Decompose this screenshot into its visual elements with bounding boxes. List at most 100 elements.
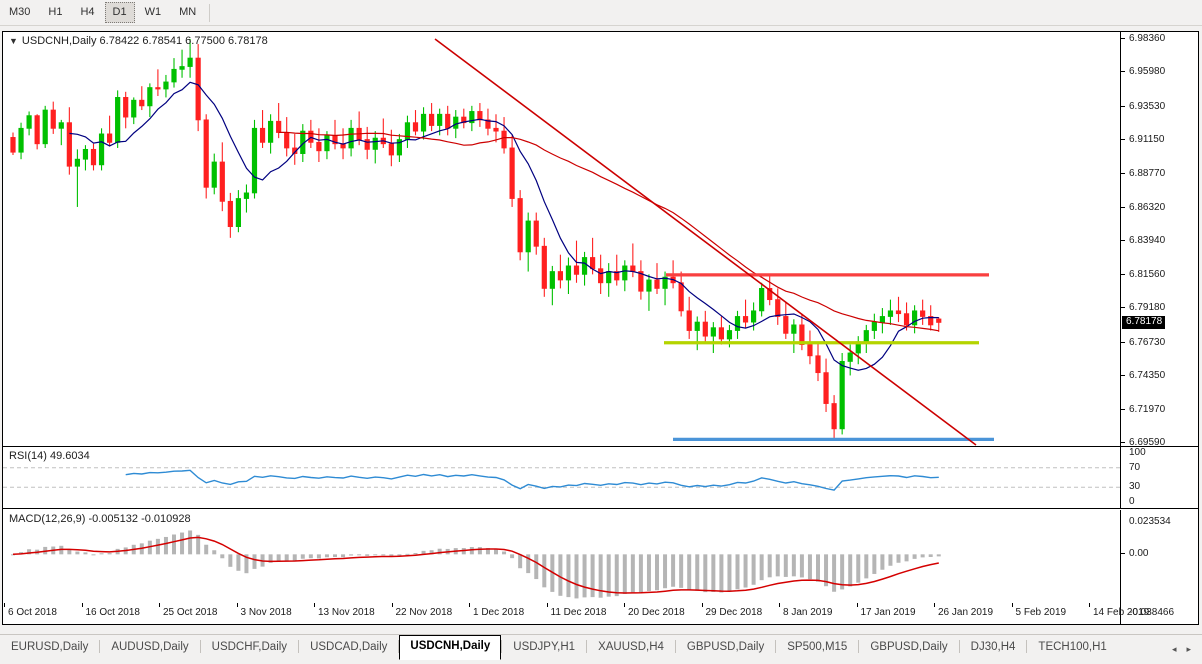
price-tick: 6.93530 — [1121, 101, 1165, 112]
macd-histogram-bar — [421, 550, 426, 555]
macd-plot[interactable] — [3, 510, 1120, 624]
candle — [775, 288, 781, 325]
candle — [284, 117, 290, 157]
chart-tab-audusd-daily[interactable]: AUDUSD,Daily — [111, 641, 189, 653]
rsi-pane-label: RSI(14) 49.6034 — [9, 450, 90, 462]
timeframe-toolbar: M30 H1 H4 D1 W1 MN — [0, 0, 1202, 26]
tab-prev-icon[interactable]: ◂ — [1171, 644, 1177, 654]
chart-frame[interactable]: ▼ USDCNH,Daily 6.78422 6.78541 6.77500 6.… — [2, 31, 1199, 625]
candle — [791, 319, 797, 353]
candle — [139, 86, 145, 111]
price-scale[interactable]: 6.98360 6.95980 6.93530 6.91150 6.88770 6.863… — [1120, 32, 1198, 446]
macd-histogram-bar — [67, 549, 72, 555]
tab-next-icon[interactable]: ▸ — [1186, 644, 1191, 654]
candle — [147, 83, 153, 118]
tab-separator — [775, 640, 777, 653]
chart-tab-eurusd-daily[interactable]: EURUSD,Daily — [11, 641, 89, 653]
macd-histogram-bar — [735, 554, 740, 590]
candle — [895, 296, 902, 323]
candle — [549, 265, 555, 306]
macd-histogram-bar — [510, 554, 515, 559]
macd-histogram-bar — [558, 554, 563, 596]
chart-tab-gbpusd-daily[interactable]: GBPUSD,Daily — [686, 641, 765, 653]
candle — [131, 97, 137, 125]
timeframe-button-w1[interactable]: W1 — [144, 6, 162, 18]
candle — [614, 254, 620, 286]
macd-tick: 0.023534 — [1129, 516, 1171, 527]
candle — [920, 299, 926, 325]
chart-tab-xauusd-h4[interactable]: XAUUSD,H4 — [598, 641, 664, 653]
moving-average-line — [278, 131, 939, 332]
chart-tab-gbpusd-daily[interactable]: GBPUSD,Daily — [870, 641, 948, 653]
candle — [912, 305, 918, 334]
candle — [259, 110, 266, 148]
macd-histogram-bar — [437, 548, 442, 555]
candle — [203, 114, 209, 199]
candle — [903, 302, 910, 331]
macd-histogram-bar — [695, 554, 700, 591]
macd-histogram-bar — [357, 554, 362, 556]
rsi-tick: 30 — [1129, 481, 1141, 493]
chart-tab-usdchf-daily[interactable]: USDCHF,Daily — [211, 641, 288, 653]
timeframe-button-mn[interactable]: MN — [179, 6, 197, 18]
chart-tab-usdcad-daily[interactable]: USDCAD,Daily — [310, 641, 388, 653]
macd-histogram-bar — [180, 532, 185, 555]
tab-scroll-buttons[interactable]: ◂ ▸ — [1167, 644, 1202, 655]
candle — [292, 133, 298, 165]
macd-histogram-bar — [711, 554, 716, 592]
candle — [485, 108, 491, 136]
candle — [372, 131, 378, 164]
candle — [107, 115, 113, 147]
macd-histogram-bar — [155, 538, 160, 555]
collapse-chevron-icon[interactable]: ▼ — [9, 36, 18, 46]
candle — [557, 254, 564, 289]
candle — [50, 101, 56, 134]
macd-histogram-bar — [880, 554, 885, 570]
macd-histogram-bar — [268, 554, 273, 563]
rsi-pane[interactable]: RSI(14) 49.6034 100 70 30 0 — [3, 447, 1198, 509]
macd-histogram-bar — [485, 548, 490, 555]
candle — [348, 119, 354, 157]
tab-separator — [958, 640, 960, 653]
date-tick: 26 Jan 2019 — [933, 603, 994, 618]
downtrend-line[interactable] — [434, 38, 977, 446]
chart-tabbar[interactable]: EURUSD,Daily AUDUSD,Daily USDCHF,Daily USDC… — [0, 634, 1202, 664]
macd-pane[interactable]: MACD(12,26,9) -0.005132 -0.010928 0.0235… — [3, 510, 1198, 624]
tab-separator — [398, 640, 400, 653]
timeframe-button-h1[interactable]: H1 — [48, 6, 63, 18]
macd-histogram-bar — [365, 554, 370, 556]
tab-separator — [199, 640, 201, 653]
macd-histogram-bar — [630, 554, 635, 593]
chart-tab-usdcnh-daily[interactable]: USDCNH,Daily — [399, 635, 502, 660]
price-plot[interactable] — [3, 32, 1120, 446]
candle — [493, 114, 499, 143]
candle — [702, 310, 708, 342]
price-pane[interactable]: ▼ USDCNH,Daily 6.78422 6.78541 6.77500 6.… — [3, 32, 1198, 447]
timeframe-button-d1[interactable]: D1 — [104, 2, 135, 23]
macd-histogram-bar — [840, 554, 845, 590]
candle — [525, 212, 531, 272]
chart-tab-sp500-m15[interactable]: SP500,M15 — [787, 641, 848, 653]
candle — [541, 237, 547, 297]
candle — [638, 260, 644, 300]
macd-histogram-bar — [389, 554, 394, 557]
rsi-plot[interactable] — [3, 447, 1120, 508]
chart-tab-usdjpy-h1[interactable]: USDJPY,H1 — [513, 641, 576, 653]
chart-tab-tech100-h1[interactable]: TECH100,H1 — [1038, 641, 1107, 653]
pane-resize-grip[interactable] — [0, 628, 1202, 634]
macd-histogram-bar — [582, 554, 587, 598]
macd-histogram-bar — [719, 554, 724, 593]
rsi-tick: 0 — [1129, 496, 1135, 507]
price-tick: 6.76730 — [1121, 337, 1165, 348]
date-tick: 6 Oct 2018 — [4, 603, 57, 618]
chart-tab-dj30-h4[interactable]: DJ30,H4 — [970, 641, 1016, 653]
rsi-scale[interactable]: 100 70 30 0 — [1120, 447, 1198, 508]
candle — [815, 341, 821, 382]
candle — [42, 105, 48, 148]
date-tick: 14 Feb 2019 — [1088, 603, 1150, 618]
date-tick: 25 Oct 2018 — [158, 603, 218, 618]
macd-scale[interactable]: 0.023534 0.00 -0.038466 — [1120, 510, 1198, 624]
timeframe-button-m30[interactable]: M30 — [9, 6, 31, 18]
date-tick: 1 Dec 2018 — [468, 603, 525, 618]
timeframe-button-h4[interactable]: H4 — [80, 6, 95, 18]
